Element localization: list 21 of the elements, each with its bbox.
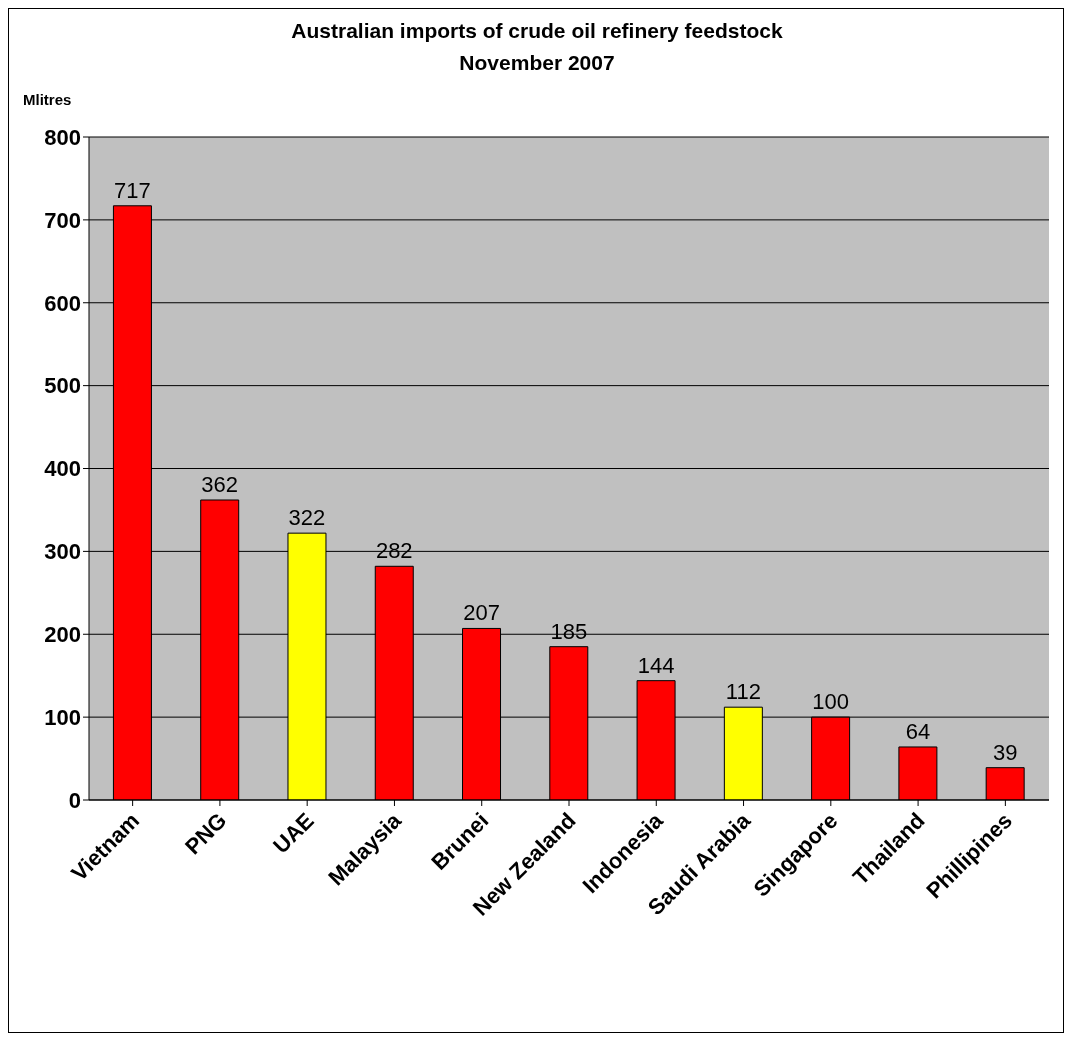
y-tick-label: 500 <box>44 373 81 399</box>
data-label: 207 <box>463 600 500 626</box>
y-tick-label: 0 <box>68 787 81 813</box>
chart-subtitle: November 2007 <box>458 50 616 76</box>
y-tick-label: 200 <box>44 622 81 648</box>
data-label: 362 <box>201 471 239 497</box>
chart-title: Australian imports of crude oil refinery feedstock <box>290 18 784 44</box>
data-label: 322 <box>288 505 326 531</box>
data-label: 64 <box>905 718 931 744</box>
y-tick-label: 400 <box>44 456 81 482</box>
y-tick-label: 300 <box>44 539 81 565</box>
data-label: 144 <box>637 652 675 678</box>
y-tick-label: 100 <box>44 704 81 730</box>
data-label: 112 <box>725 679 761 705</box>
y-tick-label: 800 <box>44 124 81 150</box>
y-tick-label: 700 <box>44 207 81 233</box>
y-tick-label: 600 <box>44 290 81 316</box>
y-axis-title: Mlitres <box>23 91 72 108</box>
data-label: 100 <box>812 689 849 715</box>
data-label: 717 <box>114 177 151 203</box>
data-label: 39 <box>992 739 1018 765</box>
